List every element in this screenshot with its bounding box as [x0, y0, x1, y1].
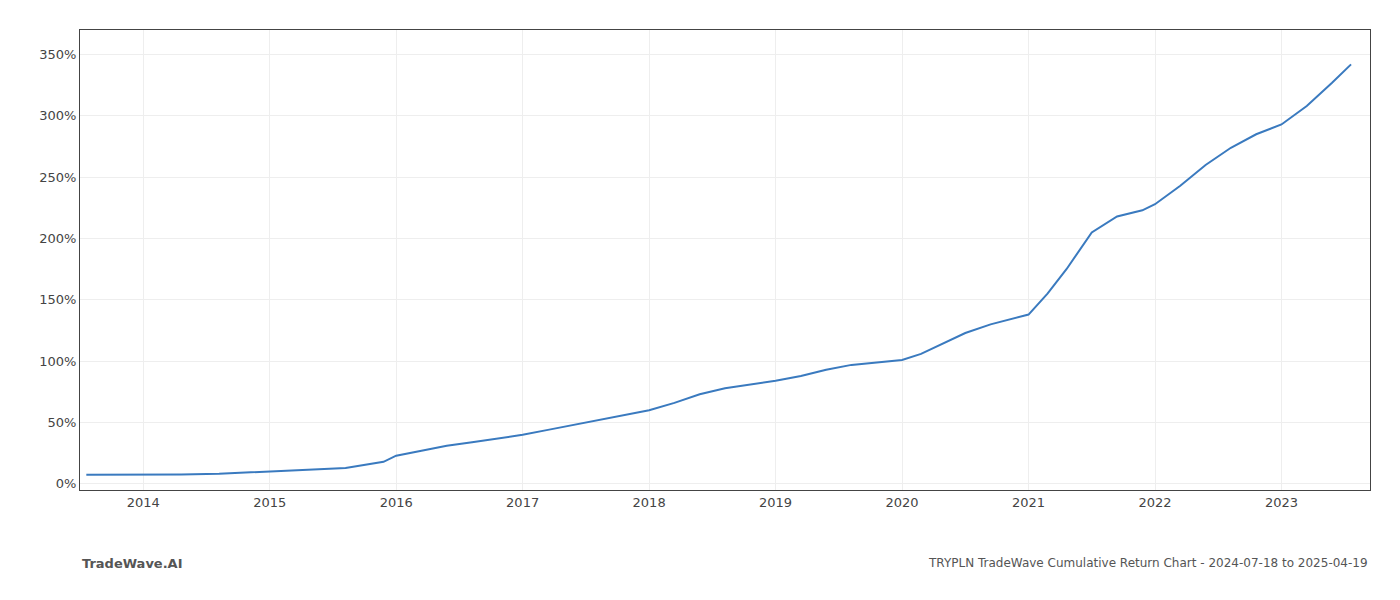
- svg-text:2023: 2023: [1265, 495, 1298, 510]
- svg-text:2021: 2021: [1012, 495, 1045, 510]
- svg-text:2016: 2016: [380, 495, 413, 510]
- svg-text:2022: 2022: [1138, 495, 1171, 510]
- svg-text:200%: 200%: [39, 231, 76, 246]
- svg-text:TradeWave.AI: TradeWave.AI: [82, 556, 183, 571]
- svg-text:2015: 2015: [253, 495, 286, 510]
- svg-text:TRYPLN TradeWave Cumulative Re: TRYPLN TradeWave Cumulative Return Chart…: [928, 556, 1368, 570]
- svg-text:2017: 2017: [506, 495, 539, 510]
- svg-text:350%: 350%: [39, 47, 76, 62]
- svg-text:2014: 2014: [127, 495, 160, 510]
- svg-text:2018: 2018: [633, 495, 666, 510]
- svg-text:300%: 300%: [39, 108, 76, 123]
- svg-text:0%: 0%: [56, 476, 77, 491]
- svg-text:150%: 150%: [39, 292, 76, 307]
- svg-text:250%: 250%: [39, 170, 76, 185]
- svg-text:50%: 50%: [47, 415, 76, 430]
- svg-text:2019: 2019: [759, 495, 792, 510]
- svg-text:100%: 100%: [39, 354, 76, 369]
- svg-text:2020: 2020: [886, 495, 919, 510]
